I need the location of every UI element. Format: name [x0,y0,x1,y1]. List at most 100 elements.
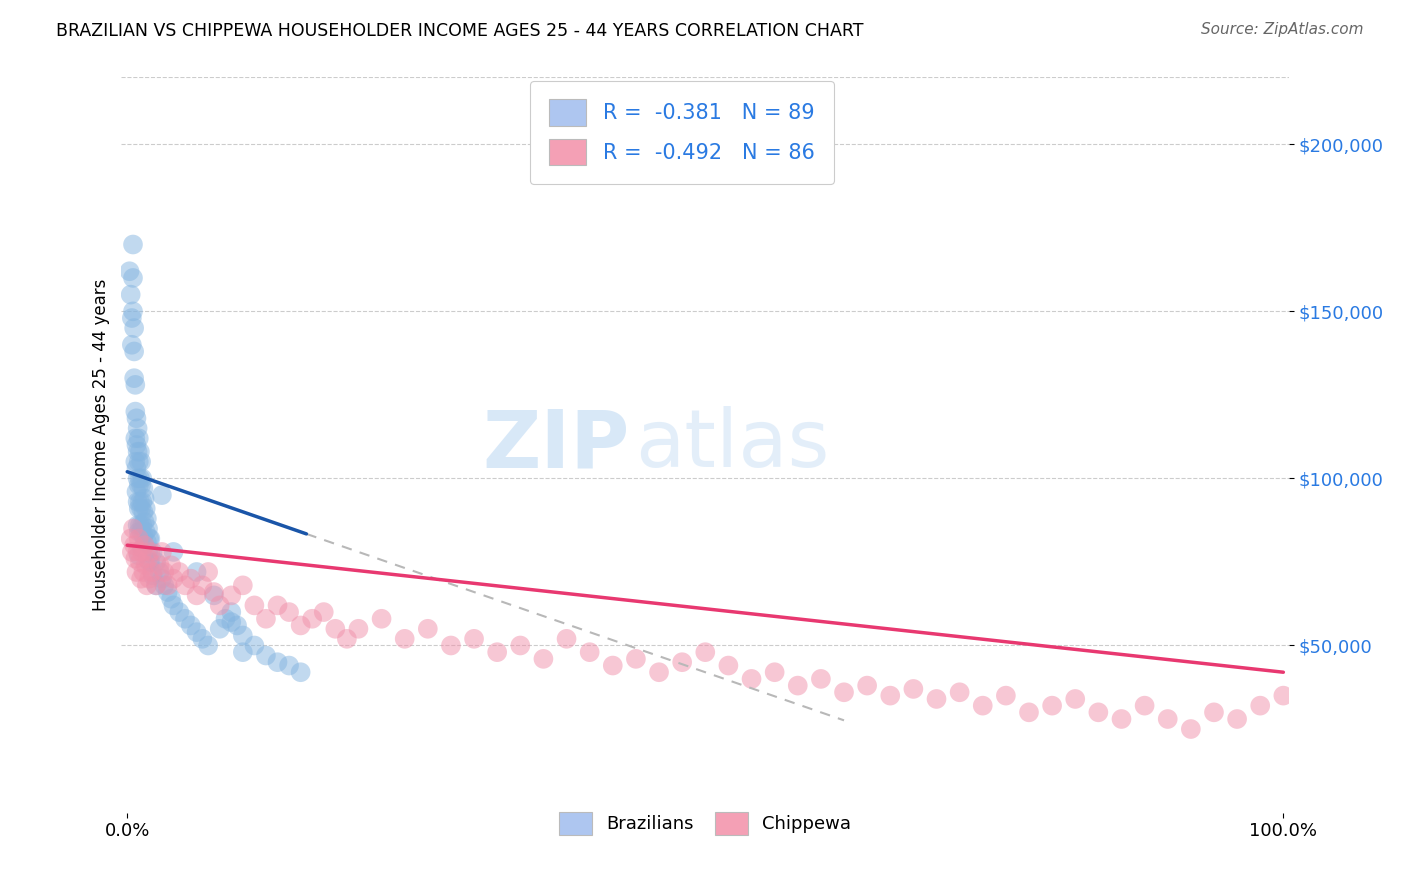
Point [138,555,160,569]
Point [219,605,242,619]
Point [671,655,693,669]
Point [1040,698,1063,713]
Point [122,538,145,552]
Point [145,578,167,592]
Point [301,612,323,626]
Point [394,632,416,646]
Point [129,455,152,469]
Point [125,565,148,579]
Point [810,672,832,686]
Point [127,421,149,435]
Point [120,287,142,301]
Point [127,545,149,559]
Point [129,518,152,533]
Point [347,622,370,636]
Point [1111,712,1133,726]
Point [122,237,145,252]
Point [124,404,146,418]
Point [131,541,153,556]
Point [167,605,190,619]
Point [136,522,159,536]
Point [132,482,155,496]
Point [135,524,157,539]
Point [131,518,153,533]
Point [138,572,160,586]
Point [174,612,197,626]
Point [336,632,359,646]
Point [150,488,173,502]
Point [180,572,202,586]
Point [533,652,555,666]
Point [139,545,162,559]
Point [134,538,156,552]
Point [136,551,159,566]
Point [122,321,145,335]
Point [1249,698,1271,713]
Point [127,495,149,509]
Point [135,501,157,516]
Point [138,532,160,546]
Point [1133,698,1156,713]
Point [1272,689,1295,703]
Point [149,558,172,573]
Point [120,532,142,546]
Point [624,652,647,666]
Point [129,495,152,509]
Point [202,585,225,599]
Point [763,665,786,680]
Point [1202,706,1225,720]
Point [129,471,152,485]
Point [125,411,148,425]
Point [122,371,145,385]
Point [219,615,242,629]
Legend: Brazilians, Chippewa: Brazilians, Chippewa [550,803,860,844]
Point [135,511,157,525]
Point [129,478,152,492]
Point [741,672,763,686]
Point [219,588,242,602]
Point [186,565,208,579]
Point [191,578,214,592]
Point [162,599,184,613]
Text: BRAZILIAN VS CHIPPEWA HOUSEHOLDER INCOME AGES 25 - 44 YEARS CORRELATION CHART: BRAZILIAN VS CHIPPEWA HOUSEHOLDER INCOME… [56,22,863,40]
Text: ZIP: ZIP [482,406,630,484]
Point [1226,712,1249,726]
Point [162,572,184,586]
Point [135,558,157,573]
Point [121,311,143,326]
Point [142,568,165,582]
Point [509,639,531,653]
Point [903,681,925,696]
Point [142,545,165,559]
Point [167,565,190,579]
Point [122,304,145,318]
Point [139,555,162,569]
Point [122,344,145,359]
Point [127,518,149,533]
Point [142,565,165,579]
Point [129,555,152,569]
Point [578,645,600,659]
Point [186,588,208,602]
Point [135,535,157,549]
Point [1064,692,1087,706]
Point [266,655,288,669]
Y-axis label: Householder Income Ages 25 - 44 years: Householder Income Ages 25 - 44 years [93,279,110,611]
Point [486,645,509,659]
Point [856,679,879,693]
Point [149,565,172,579]
Point [174,578,197,592]
Point [197,639,219,653]
Point [555,632,578,646]
Point [1180,722,1202,736]
Point [131,495,153,509]
Point [416,622,439,636]
Point [127,444,149,458]
Point [156,578,179,592]
Point [1087,706,1109,720]
Point [129,572,152,586]
Point [132,528,155,542]
Point [202,588,225,602]
Point [290,665,312,680]
Point [208,622,231,636]
